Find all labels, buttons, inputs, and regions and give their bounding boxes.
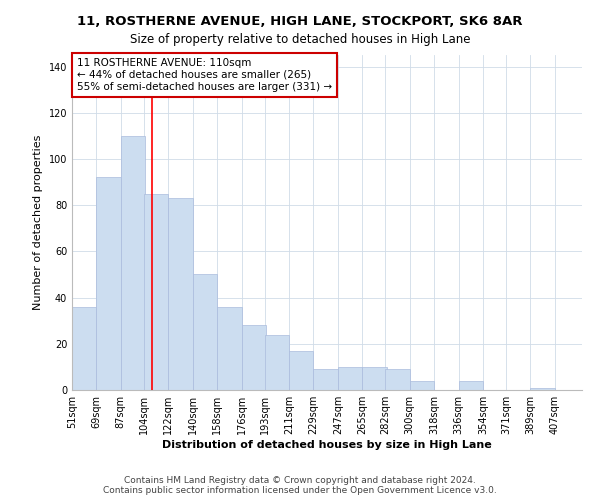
- Bar: [338, 367, 362, 390]
- Text: Contains HM Land Registry data © Crown copyright and database right 2024.
Contai: Contains HM Land Registry data © Crown c…: [103, 476, 497, 495]
- Bar: [313, 369, 338, 390]
- Bar: [193, 274, 217, 390]
- Bar: [121, 136, 145, 390]
- Bar: [362, 367, 386, 390]
- Bar: [410, 381, 434, 390]
- Bar: [72, 307, 97, 390]
- Bar: [289, 350, 313, 390]
- Bar: [530, 388, 555, 390]
- Bar: [97, 178, 121, 390]
- Text: Size of property relative to detached houses in High Lane: Size of property relative to detached ho…: [130, 32, 470, 46]
- Bar: [242, 326, 266, 390]
- Bar: [265, 334, 289, 390]
- Bar: [169, 198, 193, 390]
- Bar: [217, 307, 242, 390]
- X-axis label: Distribution of detached houses by size in High Lane: Distribution of detached houses by size …: [162, 440, 492, 450]
- Bar: [458, 381, 483, 390]
- Bar: [144, 194, 169, 390]
- Text: 11 ROSTHERNE AVENUE: 110sqm
← 44% of detached houses are smaller (265)
55% of se: 11 ROSTHERNE AVENUE: 110sqm ← 44% of det…: [77, 58, 332, 92]
- Text: 11, ROSTHERNE AVENUE, HIGH LANE, STOCKPORT, SK6 8AR: 11, ROSTHERNE AVENUE, HIGH LANE, STOCKPO…: [77, 15, 523, 28]
- Y-axis label: Number of detached properties: Number of detached properties: [33, 135, 43, 310]
- Bar: [385, 369, 410, 390]
